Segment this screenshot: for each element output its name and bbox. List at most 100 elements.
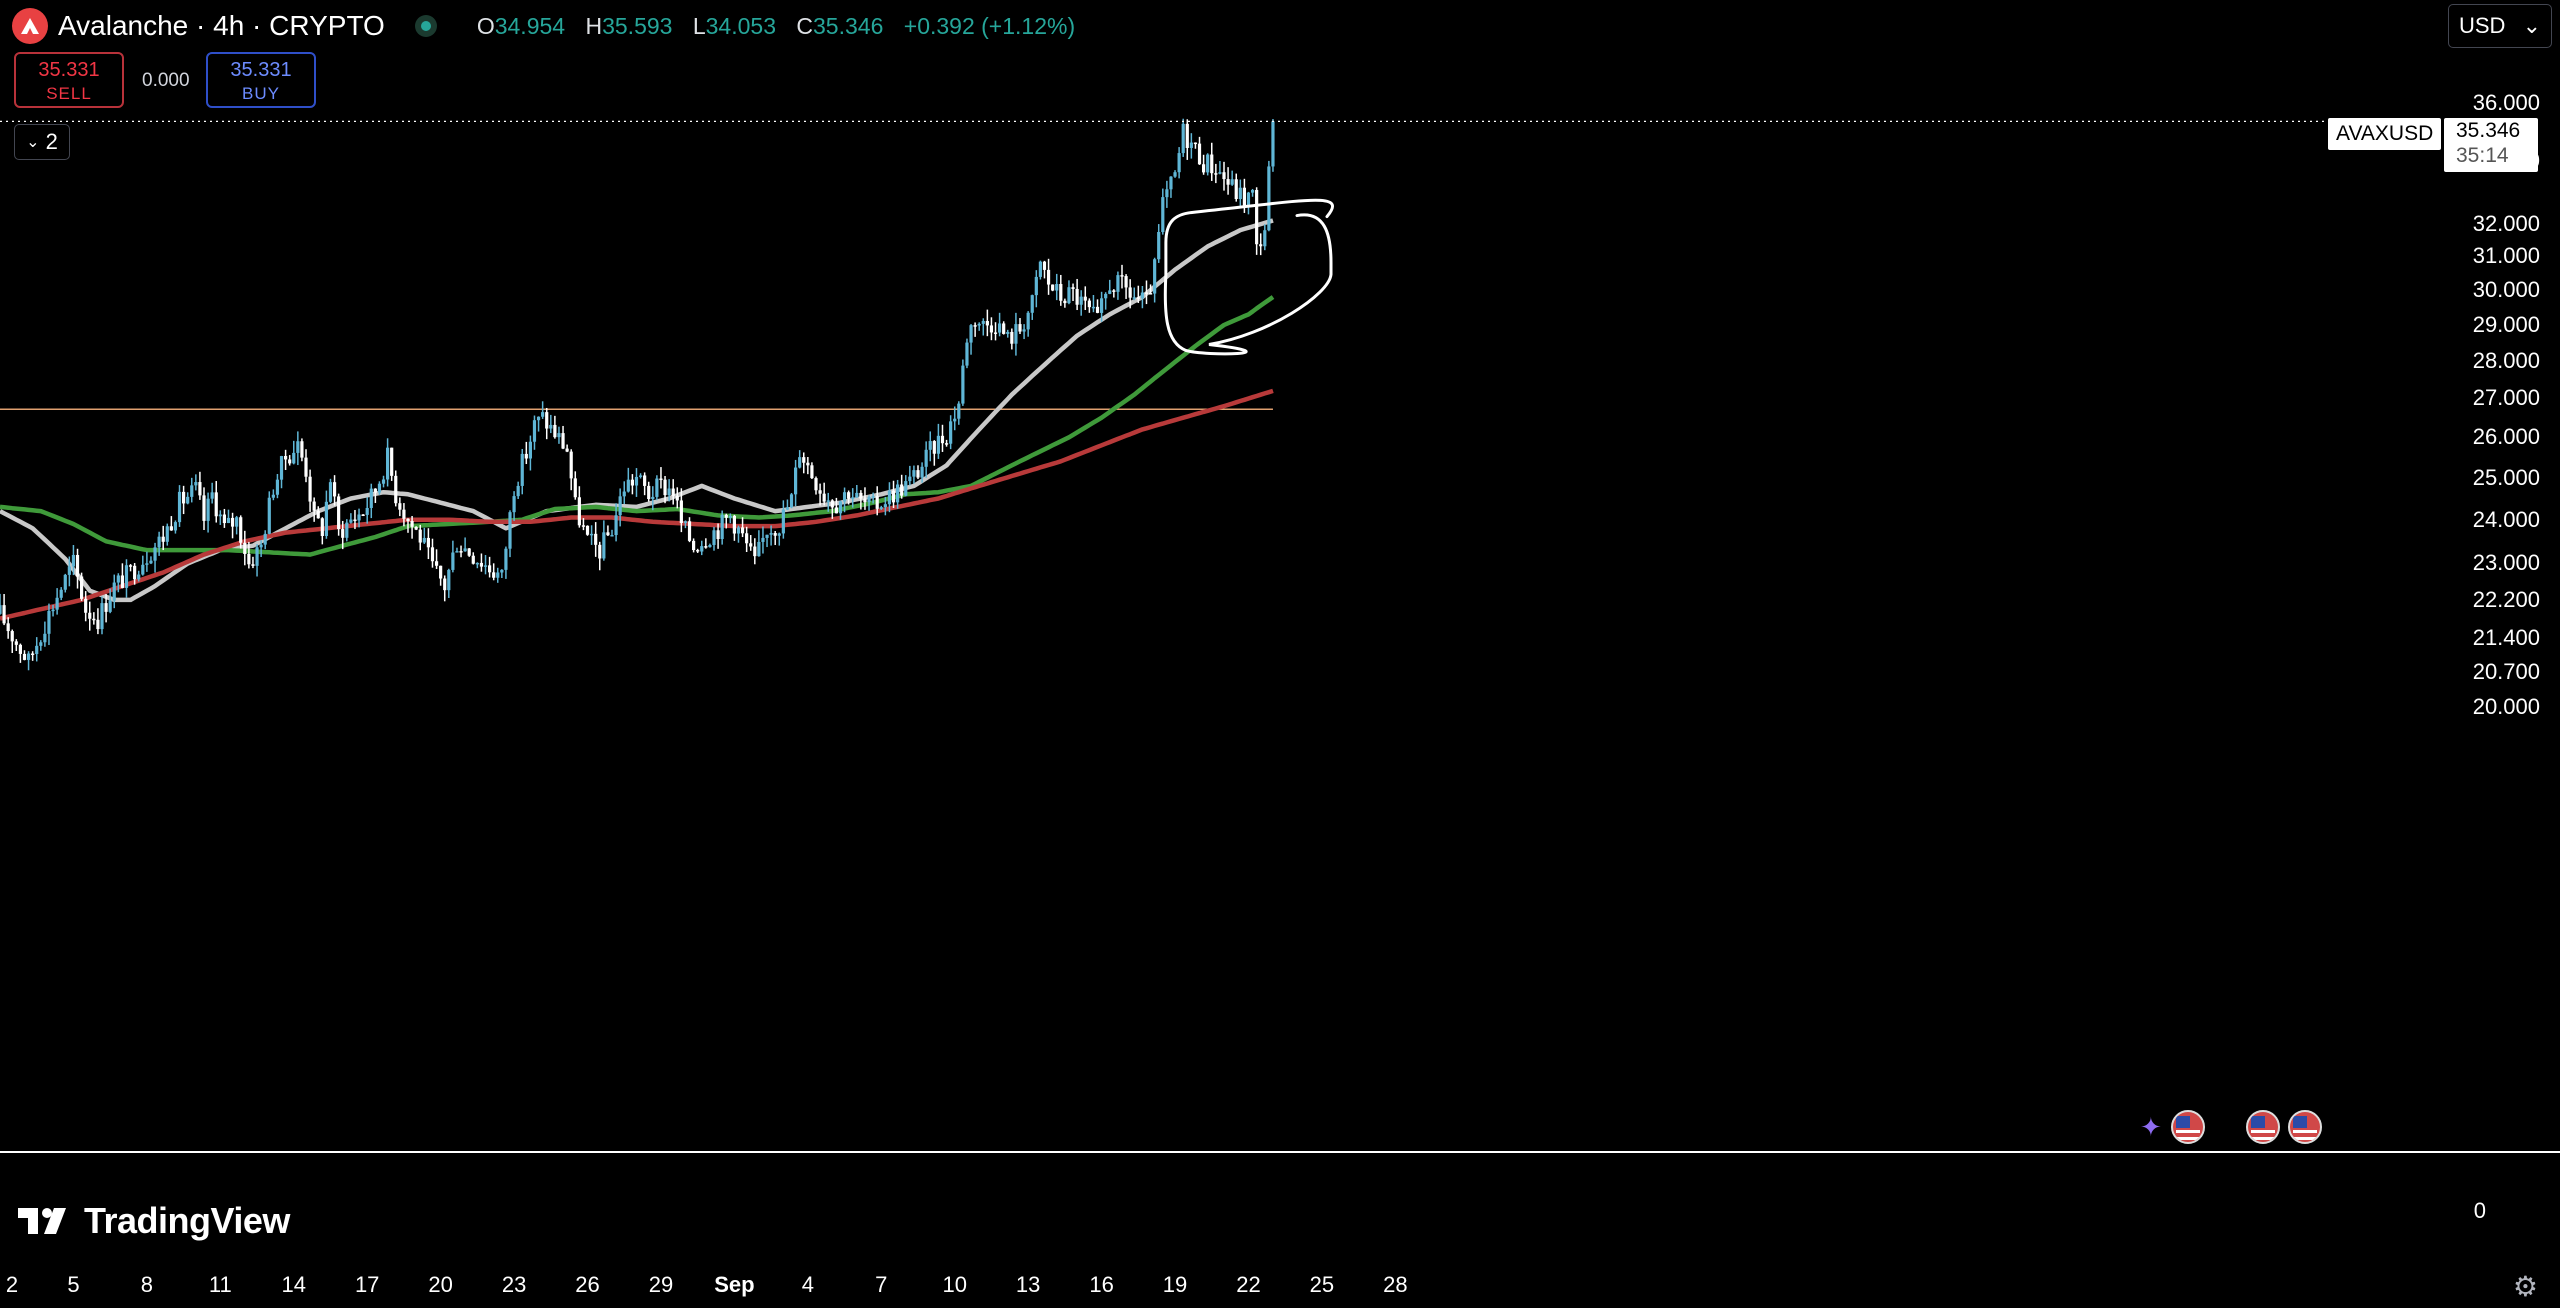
candle[interactable] xyxy=(716,523,720,549)
candle[interactable] xyxy=(471,552,475,565)
candle[interactable] xyxy=(71,545,76,576)
candle[interactable] xyxy=(924,441,928,478)
candle[interactable] xyxy=(785,499,790,511)
candle[interactable] xyxy=(765,534,769,548)
candle[interactable] xyxy=(1267,160,1271,232)
freehand-ellipse-drawing[interactable] xyxy=(1163,198,1334,356)
candle[interactable] xyxy=(263,530,267,550)
candle[interactable] xyxy=(834,497,838,514)
candle[interactable] xyxy=(288,455,292,466)
candle[interactable] xyxy=(1132,287,1136,301)
candle[interactable] xyxy=(434,549,439,569)
candle[interactable] xyxy=(1067,280,1071,305)
candle[interactable] xyxy=(712,526,716,551)
candle[interactable] xyxy=(908,465,912,486)
candle[interactable] xyxy=(1030,294,1034,320)
candle[interactable] xyxy=(1222,161,1226,191)
candle[interactable] xyxy=(349,513,353,524)
candle[interactable] xyxy=(300,438,304,462)
candle[interactable] xyxy=(512,491,516,521)
candle[interactable] xyxy=(247,541,251,569)
candle[interactable] xyxy=(31,651,35,661)
candle[interactable] xyxy=(520,448,524,495)
candle[interactable] xyxy=(1173,170,1177,178)
candle[interactable] xyxy=(418,524,422,551)
candle[interactable] xyxy=(1189,133,1193,159)
symbol-title[interactable]: Avalanche · 4h · CRYPTO xyxy=(58,10,385,41)
candle[interactable] xyxy=(794,459,798,507)
candle[interactable] xyxy=(1210,142,1214,181)
candle[interactable] xyxy=(859,490,863,510)
candle[interactable] xyxy=(1075,278,1079,311)
candle[interactable] xyxy=(675,487,679,509)
candle[interactable] xyxy=(1202,154,1206,175)
candle[interactable] xyxy=(606,525,610,537)
candle[interactable] xyxy=(206,492,210,533)
candle[interactable] xyxy=(1140,285,1144,309)
candle[interactable] xyxy=(198,471,202,500)
candle[interactable] xyxy=(516,481,520,499)
candle[interactable] xyxy=(1071,283,1075,301)
candle[interactable] xyxy=(1026,311,1030,337)
candle[interactable] xyxy=(447,568,451,598)
candle[interactable] xyxy=(818,483,822,506)
candle[interactable] xyxy=(1169,176,1173,198)
candle[interactable] xyxy=(965,338,969,369)
candle[interactable] xyxy=(14,639,18,651)
candle[interactable] xyxy=(781,500,785,539)
candle[interactable] xyxy=(949,415,953,450)
candle[interactable] xyxy=(814,476,818,495)
candle[interactable] xyxy=(1144,280,1149,305)
candle[interactable] xyxy=(394,470,398,507)
candle[interactable] xyxy=(855,485,859,498)
candle[interactable] xyxy=(1181,118,1185,157)
candle[interactable] xyxy=(186,492,190,505)
candle[interactable] xyxy=(402,503,406,527)
candle[interactable] xyxy=(508,510,512,558)
candle[interactable] xyxy=(973,322,977,337)
candle[interactable] xyxy=(773,531,777,546)
candle[interactable] xyxy=(944,439,949,447)
candle[interactable] xyxy=(214,481,218,523)
candle[interactable] xyxy=(985,309,989,337)
candle[interactable] xyxy=(553,415,557,439)
candle[interactable] xyxy=(826,492,830,512)
candle[interactable] xyxy=(243,530,247,566)
candle[interactable] xyxy=(35,637,39,662)
candle[interactable] xyxy=(271,489,275,501)
candle[interactable] xyxy=(304,449,308,483)
candle[interactable] xyxy=(630,474,634,495)
candle[interactable] xyxy=(524,441,528,465)
candle[interactable] xyxy=(565,444,569,453)
candle[interactable] xyxy=(75,548,80,589)
candle[interactable] xyxy=(239,515,243,549)
candle[interactable] xyxy=(455,547,459,553)
candle[interactable] xyxy=(426,528,430,560)
candle[interactable] xyxy=(1022,324,1026,340)
candle[interactable] xyxy=(116,573,120,593)
candle[interactable] xyxy=(422,527,426,544)
indicators-toggle-button[interactable]: ⌄ 2 xyxy=(14,124,70,160)
candle[interactable] xyxy=(1051,284,1055,292)
candle[interactable] xyxy=(108,588,112,614)
currency-select[interactable]: USD ⌄ xyxy=(2448,4,2552,48)
candle[interactable] xyxy=(638,473,643,479)
candle[interactable] xyxy=(161,525,165,551)
candle[interactable] xyxy=(312,497,316,522)
candle[interactable] xyxy=(1230,170,1234,186)
candle[interactable] xyxy=(1214,163,1218,184)
candle[interactable] xyxy=(1112,289,1116,298)
candle[interactable] xyxy=(1128,279,1132,309)
candle[interactable] xyxy=(1055,273,1059,301)
candle[interactable] xyxy=(541,401,545,419)
candle[interactable] xyxy=(39,640,43,651)
candle[interactable] xyxy=(891,480,896,508)
candle[interactable] xyxy=(353,509,357,530)
candle[interactable] xyxy=(279,455,284,489)
candle[interactable] xyxy=(1263,224,1267,251)
candle[interactable] xyxy=(1238,179,1242,207)
candle[interactable] xyxy=(724,513,728,529)
candle[interactable] xyxy=(104,593,108,623)
candle[interactable] xyxy=(1100,291,1104,322)
candle[interactable] xyxy=(218,510,222,525)
